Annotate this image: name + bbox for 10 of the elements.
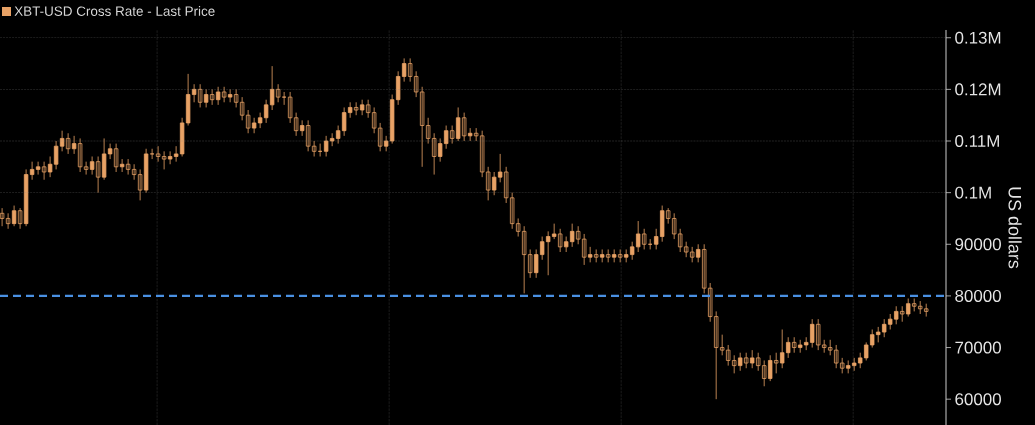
y-tick-label: 90000 — [955, 238, 1001, 251]
y-tick-label: 0.13M — [955, 31, 1001, 44]
y-tick-label: 70000 — [955, 341, 1001, 354]
y-tick-label: 0.1M — [955, 186, 991, 199]
y-axis-title: US dollars — [1008, 187, 1022, 269]
y-tick-label: 0.12M — [955, 83, 1001, 96]
legend-label: XBT-USD Cross Rate - Last Price — [14, 6, 215, 16]
y-tick-label: 80000 — [955, 289, 1001, 302]
y-tick-label: 60000 — [955, 393, 1001, 406]
y-tick-label: 0.11M — [955, 135, 999, 148]
